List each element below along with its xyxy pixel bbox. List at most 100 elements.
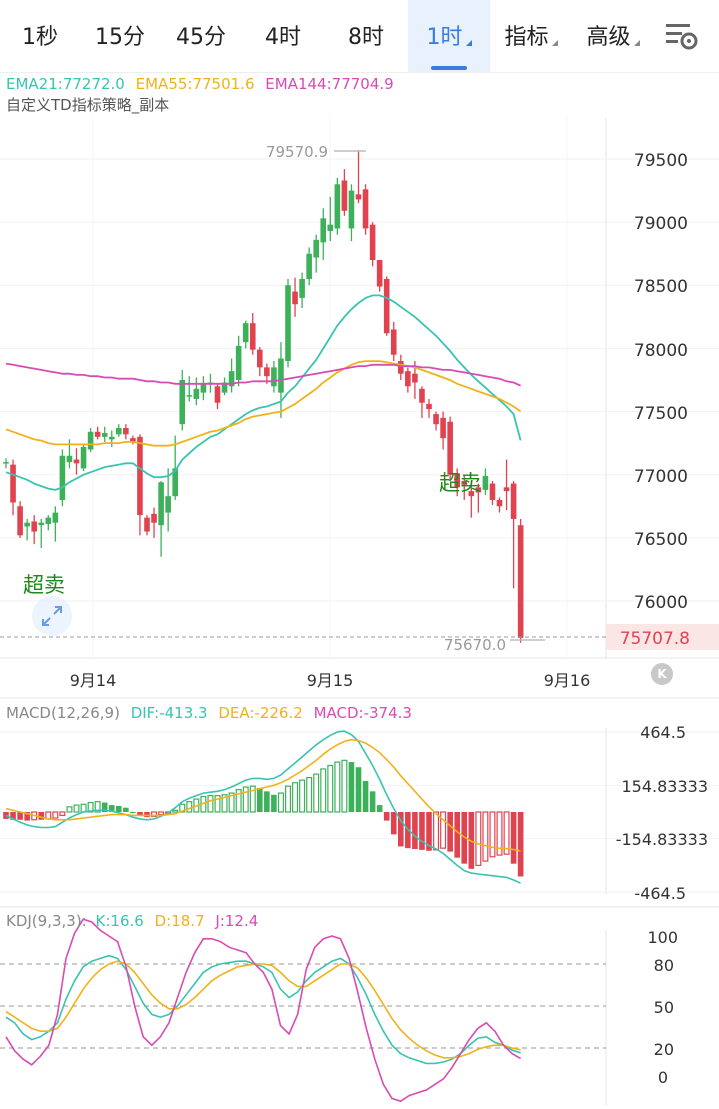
dropdown-caret-icon [633, 40, 640, 46]
price-tick: 76500 [634, 530, 688, 550]
oversold-signal: 超卖 [439, 471, 481, 495]
tab-label: 8时 [348, 25, 384, 50]
macd-bar [398, 812, 404, 847]
candle-body [200, 383, 207, 393]
candle-body [130, 438, 136, 442]
tab-1h[interactable]: 1时 [408, 0, 490, 72]
tab-4h[interactable]: 4时 [242, 0, 324, 72]
tab-1s[interactable]: 1秒 [0, 0, 80, 72]
macd-bar [116, 805, 122, 812]
tab-advanced[interactable]: 高级 [572, 0, 654, 72]
series-layer [3, 150, 524, 1103]
price-tick: 79500 [634, 151, 688, 171]
macd-bar [94, 801, 101, 813]
kdj-tick: 50 [654, 998, 674, 1017]
macd-bar [242, 786, 249, 813]
candle-body [348, 190, 355, 229]
j-legend: J:12.4 [214, 912, 258, 930]
dif-line [5, 730, 521, 884]
candle-body [52, 512, 59, 523]
candle-body [405, 371, 411, 387]
candle-body [172, 468, 178, 497]
candle-body [116, 427, 122, 435]
candle-body [59, 455, 66, 500]
macd-bar [496, 811, 503, 856]
macd-bar [24, 812, 30, 821]
macd-bar [249, 785, 256, 813]
candle-body [278, 358, 284, 393]
macd-bar [87, 801, 94, 813]
price-tick: 77500 [634, 404, 688, 424]
label-layer: EMA21:77272.0 EMA55:77501.6 EMA144:77704… [0, 75, 719, 1087]
macd-bar [158, 811, 165, 816]
tab-45m[interactable]: 45分 [160, 0, 242, 72]
macd-bar [59, 811, 66, 817]
candle-body [390, 329, 397, 355]
dif-legend: DIF:-413.3 [131, 704, 208, 722]
svg-text:MACD(12,26,9) DIF:-413.3: MACD(12,26,9) DIF:-413.3 DEA:-226.2 MACD… [6, 704, 412, 722]
dropdown-caret-icon [465, 40, 472, 46]
candle-body [24, 522, 30, 527]
macd-tick: -154.83333 [616, 830, 708, 849]
candle-body [73, 459, 80, 464]
scroll-to-latest-button[interactable]: K [651, 663, 673, 685]
candle-body [482, 475, 489, 490]
macd-title: MACD(12,26,9) [6, 704, 120, 722]
macd-bar [369, 791, 376, 812]
candle-body [271, 367, 277, 387]
candle-body [242, 323, 249, 343]
candle-body [489, 483, 496, 500]
tab-indicators[interactable]: 指标 [490, 0, 572, 72]
tab-label: 高级 [586, 25, 631, 50]
tab-15m[interactable]: 15分 [80, 0, 160, 72]
ema21-line [5, 294, 522, 491]
candle-body [320, 218, 327, 243]
macd-bar [271, 794, 277, 812]
macd-bar [482, 811, 489, 862]
macd-bar [320, 768, 327, 813]
candle-body [137, 436, 143, 516]
candle-body [94, 431, 101, 437]
candle-body [66, 455, 73, 463]
price-tick: 78000 [634, 341, 688, 361]
macd-bar [489, 811, 496, 858]
candle-body [123, 427, 129, 435]
candle-body [214, 386, 221, 403]
candle-body [10, 464, 16, 503]
macd-bar [383, 812, 390, 821]
macd-bar [228, 792, 235, 813]
candle-body [144, 517, 150, 532]
candle-body [299, 278, 305, 298]
macd-bar [151, 811, 158, 817]
price-tick: 76000 [634, 593, 688, 613]
d-legend: D:18.7 [155, 912, 205, 930]
macd-bar [17, 812, 23, 820]
candle-body [151, 513, 157, 523]
date-label: 9月15 [307, 671, 354, 690]
strategy-label: 自定义TD指标策略_副本 [6, 96, 169, 115]
tab-8h[interactable]: 8时 [324, 0, 408, 72]
kdj-tick: 0 [658, 1068, 668, 1087]
chart-settings-icon[interactable] [664, 20, 700, 52]
candle-body [165, 496, 171, 513]
price-tick: 79000 [634, 214, 688, 234]
expand-chart-button[interactable] [32, 596, 72, 636]
macd-bar [137, 812, 143, 816]
candle-body [433, 414, 439, 425]
chart-canvas[interactable]: EMA21:77272.0 EMA55:77501.6 EMA144:77704… [0, 72, 719, 1109]
kdj-title: KDJ(9,3,3): [6, 912, 87, 930]
dropdown-caret-icon [551, 40, 558, 46]
macd-bar [412, 812, 418, 850]
macd-bar [362, 780, 369, 812]
candle-body [31, 521, 37, 532]
candle-body [221, 382, 228, 393]
ema144-line [5, 362, 521, 387]
macd-bar [186, 801, 193, 813]
candle-body [426, 403, 432, 410]
macd-bar [447, 812, 453, 852]
tab-label: 45分 [176, 25, 226, 50]
low-price-marker: 75670.0 [444, 636, 506, 654]
candle-body [334, 184, 341, 229]
ema21-legend: EMA21:77272.0 [6, 75, 125, 93]
last-price-label: 75707.8 [620, 629, 690, 649]
